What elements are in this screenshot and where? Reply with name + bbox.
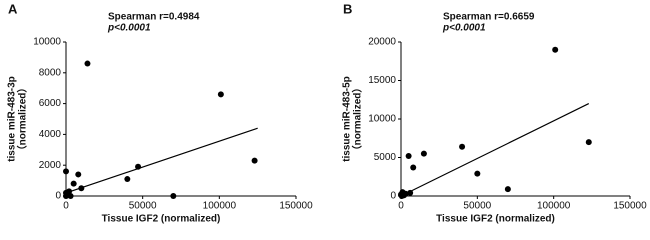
point — [459, 143, 466, 150]
y-axis-label: tissue miR-483-5p — [342, 76, 353, 162]
point — [474, 170, 481, 177]
fit-line — [400, 103, 590, 197]
x-tick-label: 0 — [63, 201, 69, 212]
x-axis-label: Tissue IGF2 (normalized) — [102, 214, 221, 225]
point — [63, 193, 69, 199]
x-tick-label: 100000 — [537, 201, 571, 212]
y-tick-label: 10000 — [368, 114, 396, 125]
point — [75, 171, 82, 178]
y-tick-label: 10000 — [33, 37, 61, 48]
annotation: Spearman r=0.4984 — [108, 12, 200, 23]
x-tick-label: 150000 — [279, 201, 313, 212]
point — [420, 150, 427, 157]
panel-label: B — [343, 1, 352, 16]
annotation: p<0.0001 — [107, 23, 151, 34]
point — [402, 190, 409, 197]
y-axis-label: （normalized） — [351, 83, 364, 156]
x-tick-label: 100000 — [203, 201, 237, 212]
y-tick-label: 0 — [390, 191, 396, 202]
x-tick-label: 0 — [398, 201, 404, 212]
point — [124, 176, 131, 183]
annotation: Spearman r=0.6659 — [443, 12, 535, 23]
point — [170, 193, 177, 199]
point — [66, 188, 73, 195]
point — [407, 189, 414, 196]
y-tick-label: 15000 — [368, 75, 396, 86]
point — [63, 168, 69, 175]
x-axis-label: Tissue IGF2 (normalized) — [436, 214, 555, 225]
panel-label: A — [8, 1, 18, 16]
y-tick-label: 8000 — [39, 67, 62, 78]
point — [135, 163, 142, 170]
annotation: p<0.0001 — [442, 23, 486, 34]
point — [217, 91, 224, 98]
x-tick-label: 150000 — [613, 201, 647, 212]
point — [410, 164, 417, 171]
point — [67, 193, 74, 199]
y-tick-label: 0 — [55, 191, 61, 202]
y-axis-label: （normalized） — [16, 83, 29, 156]
y-tick-label: 6000 — [39, 98, 62, 109]
point — [585, 139, 592, 146]
x-tick-label: 50000 — [129, 201, 157, 212]
y-tick-label: 5000 — [374, 152, 397, 163]
y-tick-label: 20000 — [368, 37, 396, 48]
point — [84, 60, 91, 67]
point — [251, 157, 258, 164]
point — [78, 185, 85, 192]
y-tick-label: 2000 — [39, 160, 62, 171]
point — [70, 180, 77, 187]
y-tick-label: 4000 — [39, 129, 62, 140]
x-tick-label: 50000 — [463, 201, 491, 212]
y-axis-label: tissue miR-483-3p — [7, 76, 18, 162]
point — [504, 186, 511, 193]
point — [552, 46, 559, 53]
point — [405, 152, 412, 159]
fit-line — [65, 127, 258, 194]
